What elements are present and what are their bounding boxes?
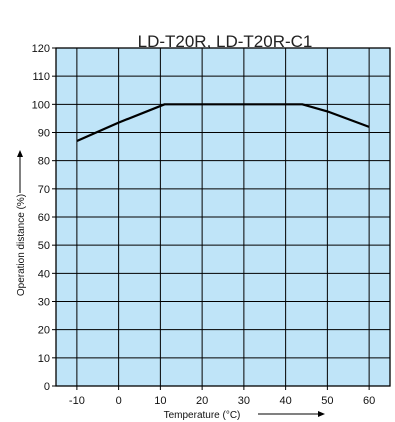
y-tick-label: 90 [38, 128, 50, 140]
y-tick-label: 70 [38, 184, 50, 196]
x-axis-ticks: -10 0 10 20 30 40 50 60 [69, 386, 375, 407]
x-tick-label: 60 [363, 395, 375, 407]
y-axis-title: Operation distance (%) [16, 150, 27, 296]
y-tick-label: 40 [38, 268, 50, 280]
x-tick-label: 40 [280, 395, 292, 407]
x-axis-title: Temperature (°C) [164, 410, 325, 421]
x-tick-label: 50 [321, 395, 333, 407]
series-line [76, 103, 370, 143]
x-tick-label: 0 [116, 395, 122, 407]
y-tick-label: 0 [44, 381, 50, 393]
y-axis-arrow-head [17, 150, 23, 157]
y-tick-label: 30 [38, 297, 50, 309]
y-tick-label: 120 [32, 43, 50, 55]
x-tick-label: 10 [154, 395, 166, 407]
x-axis-label: Temperature (°C) [164, 410, 241, 421]
chart-title: LD-T20R, LD-T20R-C1 [138, 32, 313, 51]
y-tick-label: 10 [38, 353, 50, 365]
x-tick-label: 20 [196, 395, 208, 407]
y-tick-label: 80 [38, 156, 50, 168]
x-tick-label: 30 [238, 395, 250, 407]
y-tick-label: 50 [38, 240, 50, 252]
x-axis-arrow-head [318, 411, 325, 417]
y-tick-label: 110 [32, 71, 50, 83]
y-axis-label: Operation distance (%) [16, 194, 27, 296]
plot-frame [55, 47, 391, 387]
y-tick-label: 100 [32, 99, 50, 111]
y-tick-label: 60 [38, 212, 50, 224]
x-tick-label: -10 [69, 395, 85, 407]
y-tick-label: 20 [38, 325, 50, 337]
y-axis-ticks: 0 10 20 30 40 50 60 70 80 90 100 110 120 [32, 43, 56, 393]
